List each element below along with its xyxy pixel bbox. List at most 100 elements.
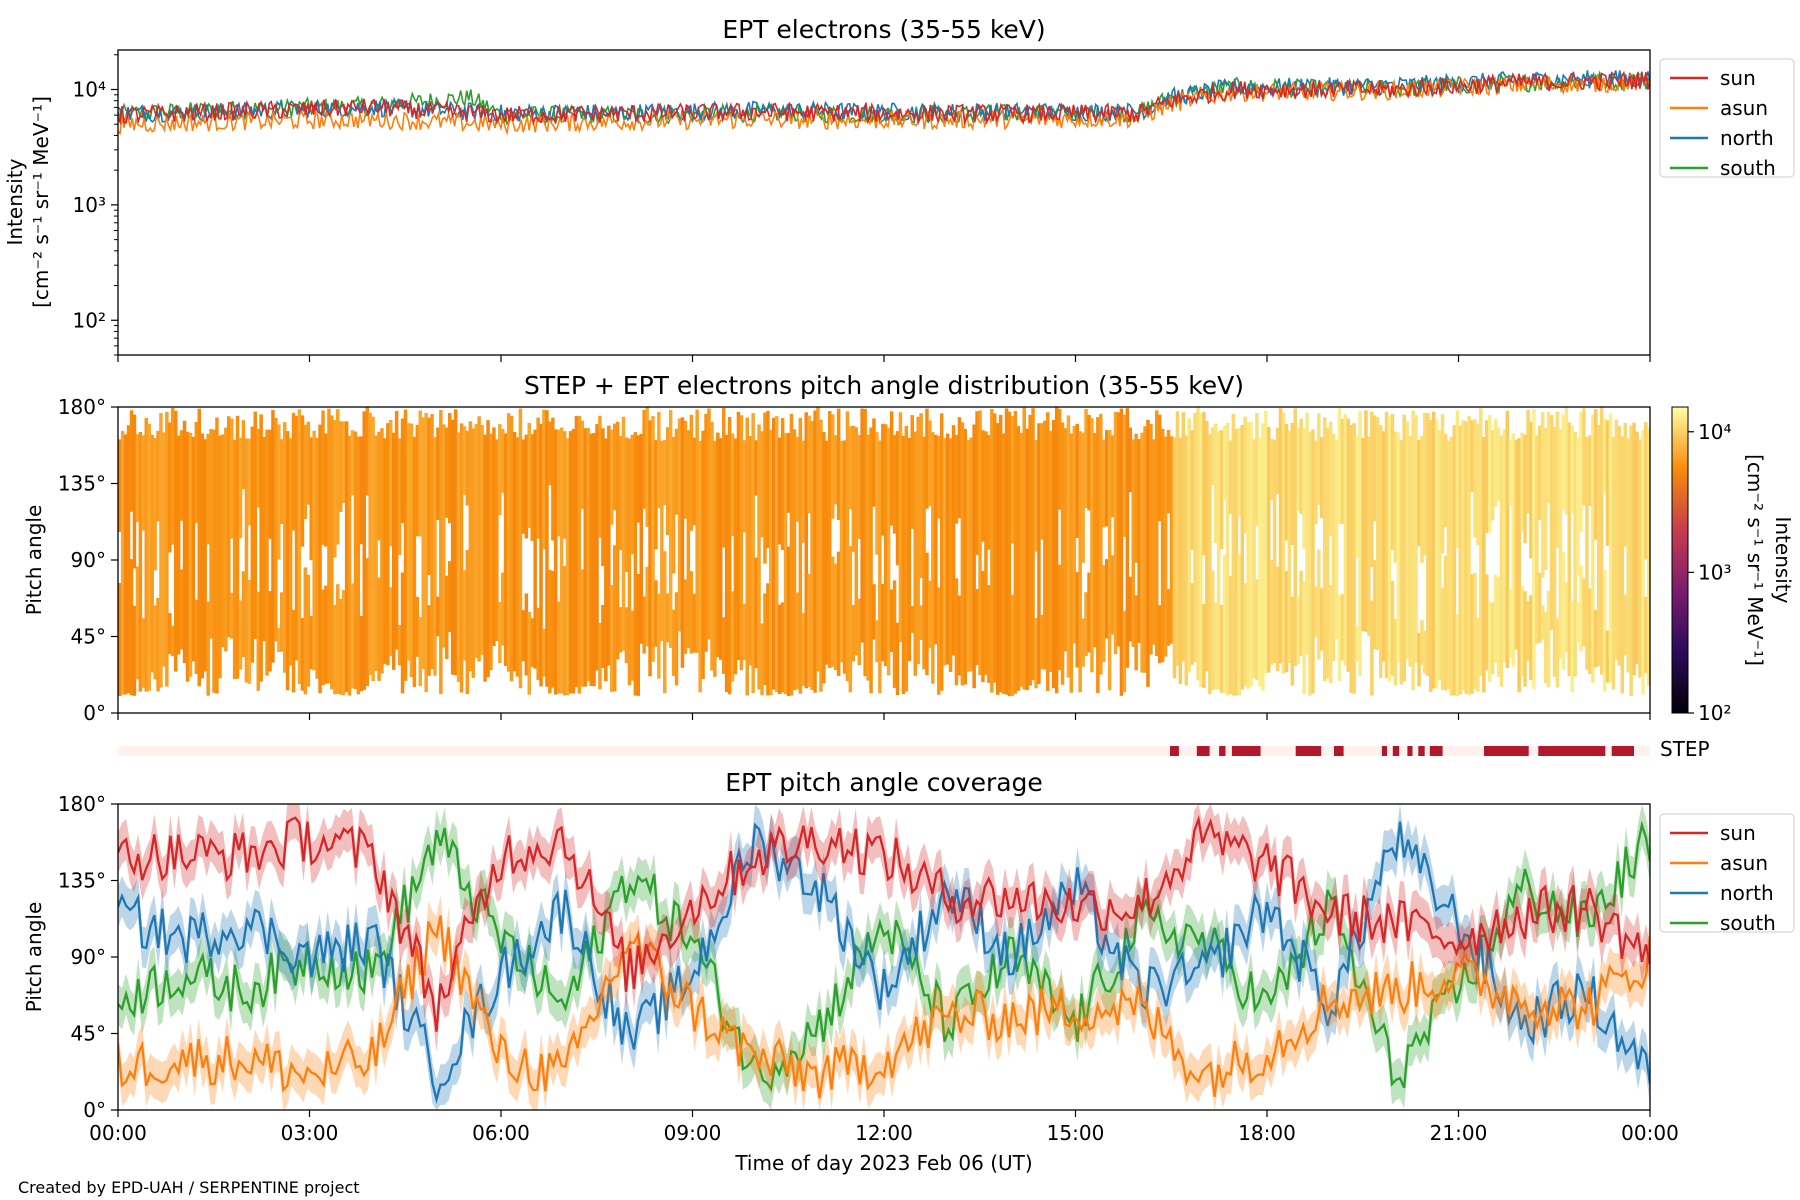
heatmap-cell: [645, 407, 649, 527]
heatmap-cell: [580, 569, 584, 687]
heatmap-cell: [651, 416, 655, 662]
heatmap-cell: [1208, 434, 1212, 695]
heatmap-cell: [1152, 439, 1156, 645]
heatmap-cell: [857, 598, 861, 666]
step-coverage-bar: [1429, 746, 1443, 756]
heatmap-cell: [156, 598, 160, 692]
heatmap-cell: [339, 599, 343, 695]
heatmap-cell: [262, 436, 266, 642]
heatmap-cell: [456, 432, 461, 683]
heatmap-cell: [1334, 439, 1339, 640]
heatmap-cell: [792, 429, 797, 691]
heatmap-cell: [940, 413, 944, 691]
heatmap-cell: [892, 434, 897, 534]
heatmap-cell: [730, 591, 735, 682]
heatmap-cell: [1455, 614, 1460, 696]
heatmap-cell: [1269, 559, 1274, 665]
heatmap-cell: [1331, 433, 1336, 662]
heatmap-cell: [1582, 408, 1586, 506]
heatmap-cell: [548, 421, 552, 486]
heatmap-cell: [1520, 432, 1524, 532]
heatmap-cell: [362, 411, 366, 690]
heatmap-cell: [630, 434, 635, 555]
series-band-sun: [118, 804, 1650, 1053]
y-tick-label: 135°: [58, 869, 106, 893]
heatmap-cell: [280, 592, 284, 652]
heatmap-cell: [1538, 572, 1542, 643]
heatmap-cell: [353, 431, 358, 690]
panel2-x-ticks: [117, 713, 1651, 720]
heatmap-cell: [344, 421, 349, 693]
heatmap-cell: [336, 584, 340, 694]
heatmap-cell: [1505, 410, 1510, 668]
heatmap-cell: [1488, 601, 1492, 683]
heatmap-cell: [1267, 426, 1271, 673]
heatmap-cell: [692, 437, 696, 526]
heatmap-cell: [1169, 436, 1174, 644]
legend-label-south: south: [1720, 911, 1776, 935]
step-coverage-bar: [1196, 746, 1210, 756]
heatmap-cell: [857, 435, 861, 539]
heatmap-cell: [863, 408, 867, 677]
heatmap-cell: [663, 551, 667, 694]
heatmap-cell: [831, 556, 835, 667]
heatmap-cell: [910, 605, 914, 633]
heatmap-cell: [450, 419, 455, 675]
heatmap-cell: [365, 558, 369, 686]
heatmap-cell: [548, 569, 552, 694]
heatmap-cell: [733, 438, 738, 675]
heatmap-cell: [892, 580, 897, 688]
heatmap-cell: [1320, 437, 1324, 519]
heatmap-cell: [1588, 588, 1592, 674]
heatmap-cell: [1320, 588, 1324, 651]
heatmap-cell: [368, 412, 372, 676]
heatmap-cell: [1523, 591, 1527, 687]
heatmap-cell: [1284, 571, 1289, 673]
panel4-x-axis: 00:00 03:00 06:00 09:00 12:00 15:00 18:00 21:00…: [89, 1110, 1679, 1145]
heatmap-cell: [1084, 409, 1088, 509]
heatmap-cell: [1184, 435, 1188, 686]
panel1-frame: [117, 49, 1651, 356]
heatmap-cell: [1387, 415, 1392, 682]
heatmap-cell: [613, 545, 617, 692]
series-line-sun: [118, 814, 1650, 1032]
heatmap-cell: [1632, 422, 1636, 676]
panel4-ylabel: Pitch angle: [22, 902, 46, 1013]
heatmap-cell: [1131, 439, 1135, 647]
heatmap-cell: [1317, 549, 1321, 660]
heatmap-cell: [356, 436, 361, 695]
heatmap-cell: [374, 435, 378, 671]
heatmap-cell: [798, 418, 803, 694]
heatmap-cell: [1069, 433, 1074, 693]
heatmap-cell: [845, 411, 850, 682]
heatmap-cell: [468, 421, 473, 672]
heatmap-cell: [256, 591, 260, 691]
heatmap-cell: [1110, 555, 1115, 635]
heatmap-cell: [1476, 423, 1480, 546]
heatmap-cell: [1576, 437, 1580, 576]
heatmap-cell: [630, 610, 635, 681]
heatmap-cell: [129, 410, 134, 512]
heatmap-cell: [1526, 601, 1530, 661]
heatmap-cell: [392, 432, 396, 670]
y-tick-label: 0°: [83, 701, 106, 725]
heatmap-cell: [1485, 574, 1489, 671]
x-tick-label: 00:00: [1621, 1121, 1679, 1145]
heatmap-cell: [601, 428, 605, 567]
heatmap-cell: [645, 566, 649, 647]
heatmap-cell: [1576, 602, 1580, 643]
heatmap-cell: [1470, 420, 1474, 493]
heatmap-cell: [1555, 411, 1560, 548]
step-coverage-bar: [1219, 746, 1226, 756]
heatmap-cell: [683, 420, 688, 519]
heatmap-cell: [586, 427, 590, 682]
heatmap-cell: [1417, 632, 1421, 687]
heatmap-cell: [760, 431, 764, 538]
heatmap-cell: [1284, 423, 1289, 541]
heatmap-cell: [247, 579, 252, 684]
heatmap-cell: [686, 430, 691, 648]
heatmap-cell: [1599, 407, 1604, 675]
heatmap-cell: [241, 420, 246, 490]
heatmap-cell: [833, 435, 838, 505]
